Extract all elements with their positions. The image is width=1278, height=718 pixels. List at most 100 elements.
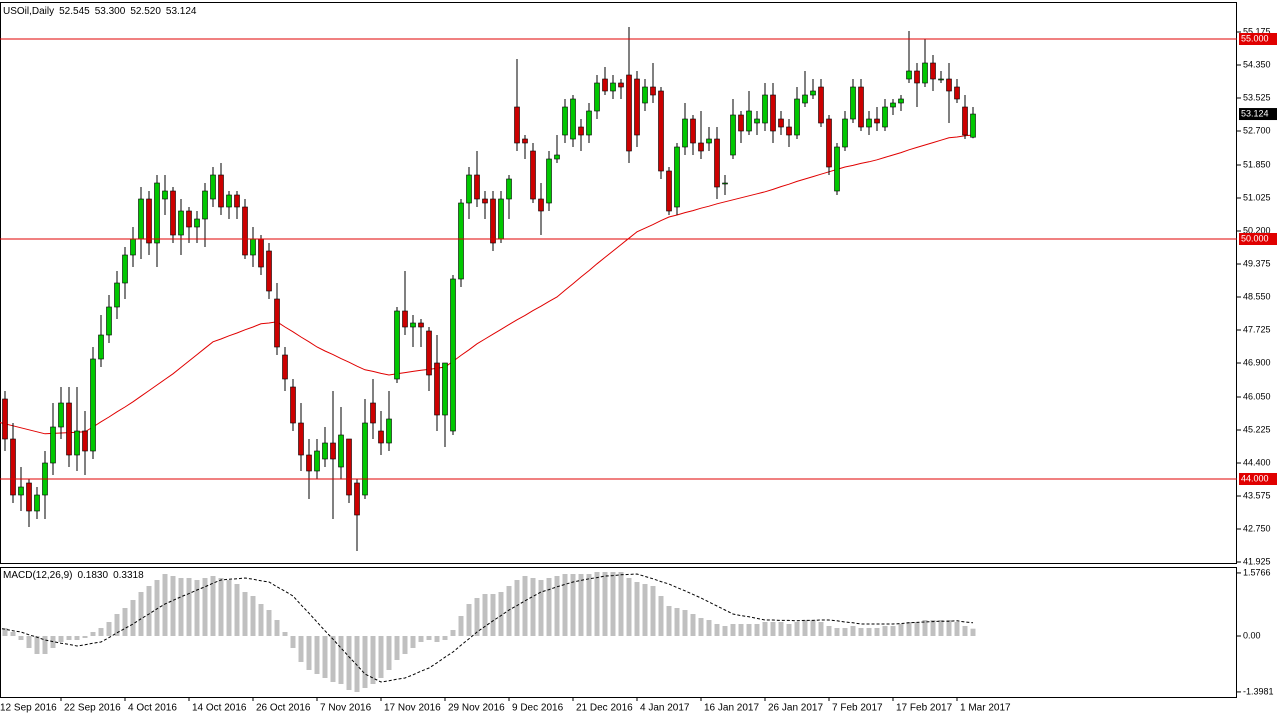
candle-body — [106, 306, 112, 336]
quote: 52.520 — [130, 6, 161, 17]
signal-line — [0, 573, 974, 683]
macd-bar — [290, 636, 296, 648]
macd-bar — [642, 584, 648, 636]
candle-body — [794, 98, 800, 136]
quote: 0.3318 — [113, 570, 144, 581]
y-tick-label: 46.900 — [1243, 357, 1271, 367]
candle-body — [194, 218, 200, 228]
y-tick-label: 1.5766 — [1243, 567, 1271, 577]
candle-body — [578, 126, 584, 136]
macd-bar — [858, 628, 864, 636]
candle-body — [370, 402, 376, 424]
candle-body — [346, 438, 352, 496]
macd-bar — [210, 576, 216, 636]
header: USOil,Daily 52.545 53.300 52.520 53.124 — [3, 6, 197, 17]
candle-body — [186, 210, 192, 228]
macd-bar — [330, 636, 336, 682]
macd-bar — [450, 630, 456, 636]
candle-body — [130, 238, 136, 256]
candle-body — [674, 146, 680, 208]
candle-body — [946, 78, 952, 92]
candle-body — [434, 362, 440, 416]
x-tick-label: 12 Sep 2016 — [0, 703, 57, 714]
x-tick-label: 7 Feb 2017 — [832, 703, 883, 714]
candle-body — [242, 206, 248, 256]
candle-body — [314, 450, 320, 472]
candle-body — [810, 90, 816, 96]
macd-bar — [298, 636, 304, 662]
macd-bar — [282, 632, 288, 636]
macd-bar — [178, 578, 184, 636]
macd-bar — [562, 574, 568, 636]
macd-bar — [586, 574, 592, 636]
macd-bar — [706, 620, 712, 636]
main-panel — [0, 27, 976, 551]
macd-bar — [170, 576, 176, 636]
x-tick-label: 17 Nov 2016 — [384, 703, 441, 714]
macd-bar — [434, 636, 440, 642]
candle-body — [690, 118, 696, 144]
candle-body — [834, 146, 840, 192]
candle-body — [530, 150, 536, 200]
macd-bar — [322, 636, 328, 678]
candle-body — [538, 198, 544, 212]
candle-body — [562, 106, 568, 136]
macd-bar — [738, 624, 744, 636]
candle-body — [802, 94, 808, 104]
macd-bar — [538, 580, 544, 636]
x-tick-label: 29 Nov 2016 — [448, 703, 505, 714]
macd-bar — [154, 580, 160, 636]
candle-body — [706, 138, 712, 144]
macd-bar — [970, 628, 976, 636]
macd-bar — [650, 586, 656, 636]
macd-bar — [938, 620, 944, 636]
y-tick-label: 55.175 — [1243, 26, 1271, 36]
y-tick-label: 47.725 — [1243, 324, 1271, 334]
macd-bar — [354, 636, 360, 692]
candle-body — [90, 358, 96, 452]
candle-body — [266, 250, 272, 292]
candle-body — [522, 138, 528, 144]
macd-bar — [146, 586, 152, 636]
candle-body — [778, 118, 784, 128]
macd-bar — [786, 624, 792, 636]
macd-bar — [66, 636, 72, 640]
macd-bar — [194, 580, 200, 636]
y-tick-label: 52.700 — [1243, 125, 1271, 135]
macd-bar — [770, 622, 776, 636]
y-tick-label: 49.375 — [1243, 258, 1271, 268]
macd-bar — [850, 626, 856, 636]
candle-body — [418, 322, 424, 328]
candle-body — [442, 362, 448, 416]
candle-body — [634, 78, 640, 136]
candle-body — [570, 98, 576, 140]
candle-body — [850, 86, 856, 120]
macd-bar — [458, 616, 464, 636]
macd-bar — [906, 622, 912, 636]
macd-bar — [258, 604, 264, 636]
candle-body — [154, 182, 160, 244]
macd-bar — [634, 582, 640, 636]
macd-bar — [370, 636, 376, 684]
candle-body — [626, 74, 632, 152]
candle-body — [410, 322, 416, 328]
macd-bar — [714, 624, 720, 636]
macd-bar — [890, 626, 896, 636]
macd-bar — [466, 604, 472, 636]
y-tick-label: 45.225 — [1243, 424, 1271, 434]
macd-bar — [778, 622, 784, 636]
macd-bar — [754, 624, 760, 636]
candle-body — [378, 430, 384, 444]
macd-bar — [626, 578, 632, 636]
macd-bar — [578, 574, 584, 636]
candle-body — [210, 174, 216, 200]
candle-body — [18, 486, 24, 496]
candle-body — [2, 398, 8, 440]
macd-bar — [514, 580, 520, 636]
macd-bar — [698, 618, 704, 636]
x-tick-label: 22 Sep 2016 — [64, 703, 121, 714]
candle-body — [466, 174, 472, 204]
macd-bar — [866, 628, 872, 636]
candle-body — [610, 82, 616, 92]
candle-body — [514, 106, 520, 144]
